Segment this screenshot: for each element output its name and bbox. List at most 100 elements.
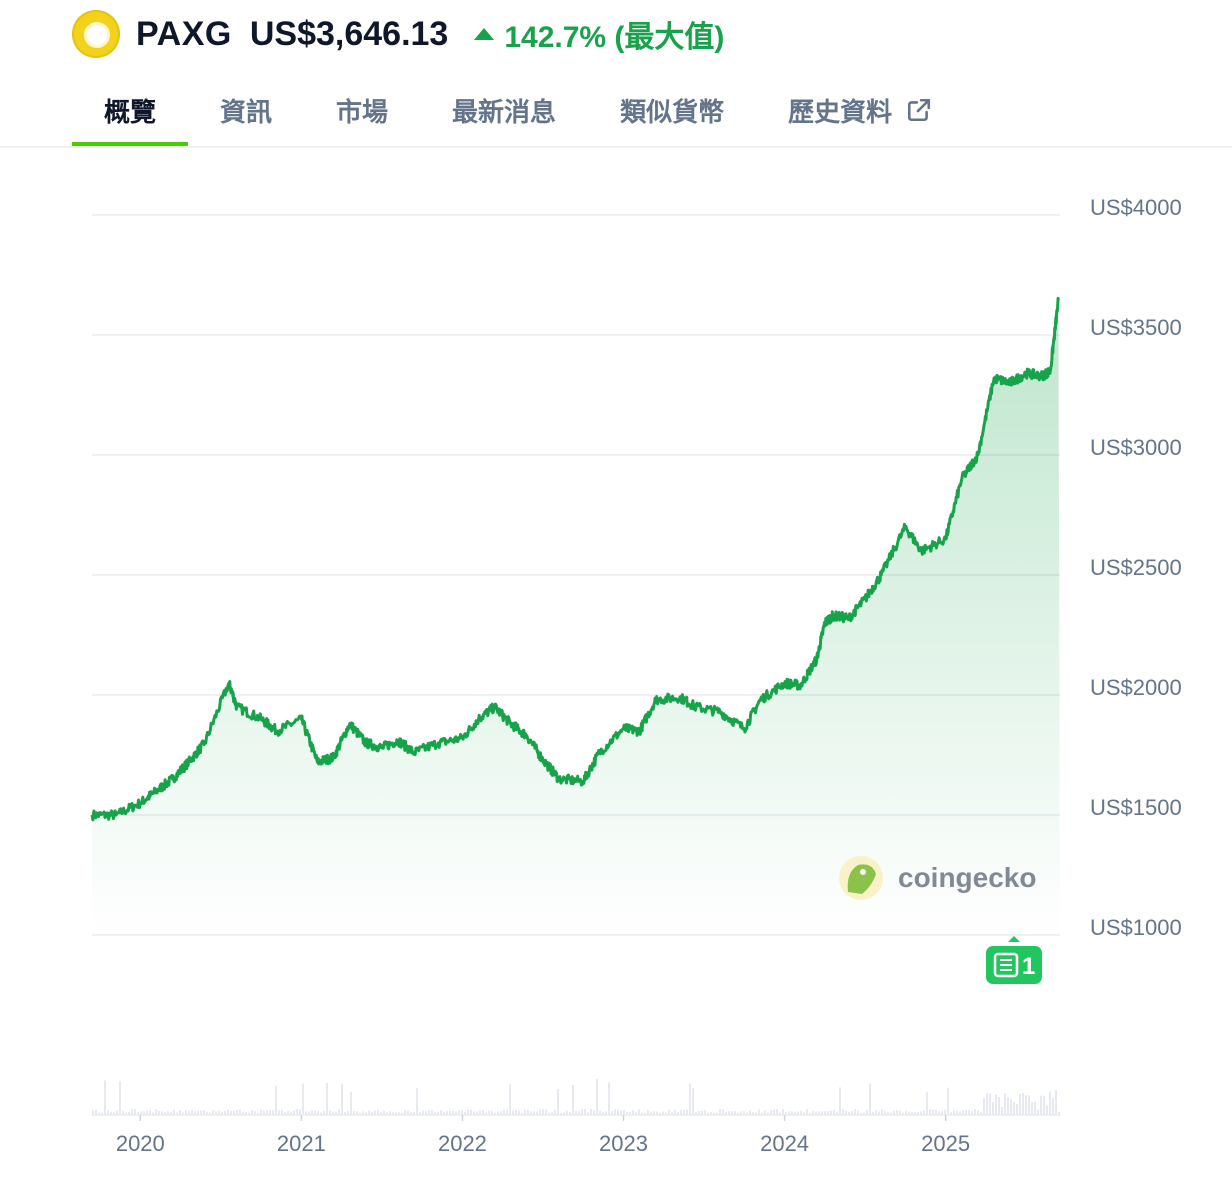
volume-bar	[236, 1109, 238, 1115]
volume-bar	[794, 1111, 796, 1115]
volume-bar	[797, 1111, 799, 1115]
volume-bar	[815, 1111, 817, 1115]
tab-similar-coins-label: 類似貨幣	[620, 96, 725, 127]
volume-bar	[254, 1111, 256, 1115]
volume-bar	[758, 1109, 760, 1115]
volume-bar	[533, 1111, 535, 1115]
volume-bar	[590, 1109, 592, 1115]
tab-news-label: 最新消息	[452, 96, 557, 127]
volume-bar	[623, 1109, 625, 1115]
volume-bar	[182, 1112, 184, 1115]
volume-bar	[848, 1111, 850, 1115]
volume-bar	[791, 1111, 793, 1115]
volume-bar	[464, 1111, 466, 1115]
volume-bar	[965, 1109, 967, 1115]
tab-overview-label: 概覽	[104, 96, 157, 127]
tab-info-label: 資訊	[220, 96, 273, 127]
volume-bar	[884, 1111, 886, 1115]
volume-bar	[575, 1111, 577, 1115]
volume-bars	[92, 1079, 1060, 1115]
volume-bar	[326, 1082, 328, 1115]
price-line	[90, 296, 1060, 822]
volume-bar	[806, 1109, 808, 1115]
volume-bar	[1007, 1097, 1009, 1115]
volume-bar	[557, 1088, 559, 1115]
volume-bar	[515, 1109, 517, 1115]
volume-bar	[923, 1110, 925, 1115]
coin-symbol: PAXG	[136, 14, 232, 53]
volume-bar	[353, 1110, 355, 1115]
volume-bar	[362, 1111, 364, 1115]
volume-bar	[200, 1110, 202, 1115]
volume-bar	[845, 1111, 847, 1115]
tab-news[interactable]: 最新消息	[420, 80, 588, 140]
volume-bar	[1034, 1101, 1036, 1115]
volume-bar	[938, 1111, 940, 1115]
volume-bar	[536, 1111, 538, 1115]
volume-bar	[890, 1112, 892, 1115]
volume-bar	[155, 1109, 157, 1115]
coingecko-watermark: coingecko	[839, 856, 1036, 900]
volume-bar	[950, 1112, 952, 1115]
tab-info[interactable]: 資訊	[188, 80, 304, 140]
volume-bar	[908, 1111, 910, 1115]
volume-bar	[560, 1112, 562, 1115]
tab-historical-data[interactable]: 歷史資料	[756, 80, 964, 140]
volume-bar	[761, 1112, 763, 1115]
volume-bar	[233, 1110, 235, 1115]
volume-bar	[674, 1109, 676, 1115]
volume-bar	[374, 1110, 376, 1115]
volume-bar	[110, 1111, 112, 1115]
price-chart[interactable]: US$4000 US$3500 US$3000 US$2500 US$2000 US$15…	[0, 150, 1232, 1180]
volume-bar	[143, 1111, 145, 1115]
volume-bar	[728, 1110, 730, 1115]
volume-bar	[782, 1109, 784, 1115]
volume-bar	[578, 1111, 580, 1115]
volume-bar	[902, 1112, 904, 1115]
volume-bar	[191, 1109, 193, 1115]
volume-bar	[722, 1109, 724, 1115]
volume-bar	[596, 1079, 598, 1115]
volume-bar	[926, 1092, 928, 1115]
volume-bar	[668, 1109, 670, 1115]
volume-bar	[1001, 1107, 1003, 1115]
volume-bar	[935, 1109, 937, 1115]
volume-bar	[602, 1111, 604, 1115]
volume-bar	[821, 1111, 823, 1115]
volume-bar	[473, 1111, 475, 1115]
volume-bar	[911, 1111, 913, 1115]
volume-bar	[548, 1112, 550, 1115]
volume-bar	[854, 1109, 856, 1115]
volume-bar	[944, 1109, 946, 1115]
volume-bar	[440, 1110, 442, 1115]
price-change: 142.7% (最大值)	[474, 12, 724, 56]
volume-bar	[665, 1112, 667, 1115]
volume-bar	[275, 1085, 277, 1115]
volume-bar	[347, 1110, 349, 1115]
volume-bar	[599, 1110, 601, 1115]
gecko-head-icon	[847, 864, 876, 894]
volume-bar	[872, 1111, 874, 1115]
gecko-eye-icon	[860, 869, 866, 875]
tab-overview[interactable]: 概覽	[72, 80, 189, 146]
tab-markets[interactable]: 市場	[304, 80, 420, 140]
volume-bar	[626, 1111, 628, 1115]
volume-bar	[368, 1110, 370, 1115]
news-badge-pointer	[1008, 936, 1020, 942]
volume-bar	[656, 1111, 658, 1115]
volume-bar	[740, 1111, 742, 1115]
volume-bar	[539, 1109, 541, 1115]
volume-bar	[104, 1080, 106, 1115]
volume-bar	[482, 1110, 484, 1115]
volume-bar	[812, 1110, 814, 1115]
volume-bar	[563, 1112, 565, 1115]
news-badge-bg	[986, 946, 1042, 984]
volume-bar	[830, 1110, 832, 1115]
news-badge[interactable]: 1	[986, 936, 1042, 984]
tab-similar-coins[interactable]: 類似貨幣	[588, 80, 756, 140]
volume-bar	[995, 1094, 997, 1115]
volume-bar	[788, 1111, 790, 1115]
volume-bar	[686, 1109, 688, 1115]
volume-bar	[518, 1110, 520, 1115]
volume-bar	[512, 1110, 514, 1115]
